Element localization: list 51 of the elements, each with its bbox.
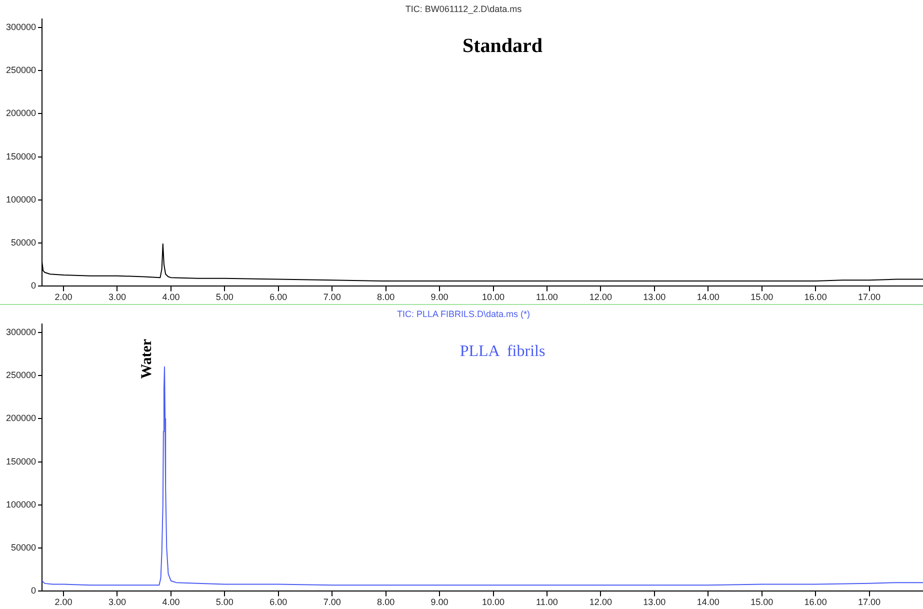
x-tick-label: 5.00: [216, 597, 234, 608]
y-tick-label: 50000: [11, 238, 36, 248]
x-tick-label: 14.00: [696, 292, 720, 302]
x-tick-label: 13.00: [643, 597, 666, 608]
x-tick-label: 11.00: [536, 292, 558, 302]
y-tick-label: 200000: [6, 413, 36, 424]
annotation: PLLA fibrils: [460, 343, 546, 360]
y-tick-label: 100000: [6, 194, 36, 204]
x-tick-label: 16.00: [804, 292, 827, 302]
x-tick-label: 6.00: [270, 292, 288, 302]
y-tick-label: 150000: [6, 151, 36, 162]
x-tick-label: 2.00: [54, 597, 72, 608]
y-tick-label: 300000: [6, 326, 36, 337]
x-tick-label: 7.00: [323, 292, 341, 302]
x-tick-label: 4.00: [162, 292, 180, 302]
y-tick-label: 250000: [6, 370, 36, 380]
x-tick-label: 15.00: [750, 597, 774, 608]
x-tick-label: 12.00: [589, 292, 612, 302]
chart-title: TIC: PLLA FIBRILS.D\data.ms (*): [396, 308, 530, 319]
y-tick-label: 0: [31, 280, 36, 291]
x-tick-label: 12.00: [589, 597, 612, 608]
y-tick-label: 150000: [6, 456, 36, 466]
x-tick-label: 3.00: [108, 292, 126, 302]
x-tick-label: 16.00: [804, 597, 827, 608]
y-tick-label: 200000: [6, 108, 36, 118]
x-tick-label: 17.00: [858, 597, 881, 608]
x-tick-label: 15.00: [750, 292, 774, 302]
x-tick-label: 9.00: [430, 292, 448, 302]
x-tick-label: 17.00: [858, 292, 881, 302]
y-tick-label: 250000: [6, 65, 36, 76]
y-tick-label: 300000: [6, 22, 36, 32]
x-tick-label: 8.00: [377, 597, 395, 608]
x-tick-label: 4.00: [162, 597, 180, 608]
x-tick-label: 14.00: [696, 597, 720, 608]
x-tick-label: 6.00: [270, 597, 288, 608]
y-tick-label: 0: [31, 586, 36, 596]
x-tick-label: 9.00: [430, 597, 448, 608]
x-tick-label: 5.00: [216, 292, 234, 302]
annotation: Water: [138, 338, 155, 379]
y-tick-label: 100000: [6, 499, 36, 510]
annotation: Standard: [462, 34, 543, 57]
x-tick-label: 8.00: [377, 292, 395, 302]
x-tick-label: 3.00: [108, 597, 126, 608]
y-tick-label: 50000: [11, 542, 36, 553]
x-tick-label: 10.00: [482, 597, 505, 608]
x-tick-label: 7.00: [323, 597, 341, 608]
x-tick-label: 2.00: [54, 292, 72, 302]
x-tick-label: 10.00: [482, 292, 505, 302]
x-tick-label: 13.00: [643, 292, 666, 302]
chart-title: TIC: BW061112_2.D\data.ms: [405, 4, 522, 14]
x-tick-label: 11.00: [536, 597, 558, 608]
